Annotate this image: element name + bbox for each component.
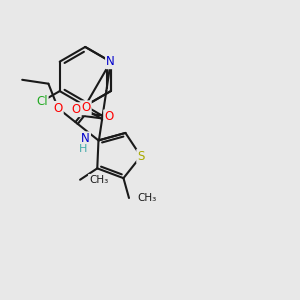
Text: O: O: [53, 102, 63, 115]
Text: CH₃: CH₃: [138, 193, 157, 203]
Text: O: O: [82, 101, 91, 114]
Text: N: N: [81, 132, 90, 145]
Text: Cl: Cl: [36, 95, 48, 108]
Text: O: O: [104, 110, 113, 123]
Text: H: H: [79, 143, 87, 154]
Text: CH₃: CH₃: [89, 175, 108, 185]
Text: N: N: [106, 55, 115, 68]
Text: O: O: [106, 55, 115, 68]
Text: S: S: [137, 150, 145, 163]
Text: O: O: [71, 103, 81, 116]
